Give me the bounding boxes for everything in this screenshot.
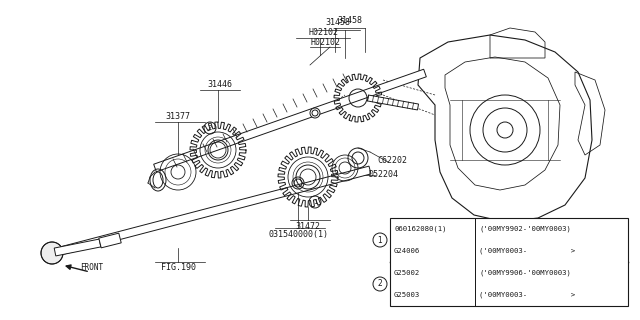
Polygon shape — [44, 166, 371, 259]
Text: 31472: 31472 — [296, 221, 321, 230]
Text: FRONT: FRONT — [81, 263, 104, 273]
Text: 31458: 31458 — [337, 15, 362, 25]
Text: H02102: H02102 — [308, 28, 338, 36]
Text: G24006: G24006 — [394, 248, 420, 254]
Circle shape — [373, 277, 387, 291]
Text: 2: 2 — [378, 279, 382, 289]
Text: 31446: 31446 — [207, 79, 232, 89]
Text: 1: 1 — [313, 199, 317, 205]
Text: FIG.190: FIG.190 — [161, 262, 195, 271]
Text: D52204: D52204 — [368, 170, 398, 179]
Text: 060162080(1): 060162080(1) — [394, 226, 447, 232]
Circle shape — [41, 242, 63, 264]
Text: 2: 2 — [208, 125, 212, 131]
Circle shape — [310, 108, 320, 118]
Text: 31458: 31458 — [326, 18, 351, 27]
Circle shape — [373, 233, 387, 247]
Text: ('00MY0003-          >: ('00MY0003- > — [479, 248, 575, 254]
Polygon shape — [54, 239, 100, 256]
Text: G25002: G25002 — [394, 270, 420, 276]
Text: C62202: C62202 — [377, 156, 407, 164]
Text: ('00MY9902-'00MY0003): ('00MY9902-'00MY0003) — [479, 226, 571, 232]
Text: G25003: G25003 — [394, 292, 420, 298]
Text: 1: 1 — [378, 236, 382, 244]
Polygon shape — [367, 95, 419, 110]
Polygon shape — [154, 69, 426, 172]
Polygon shape — [99, 233, 121, 248]
Text: A160001074: A160001074 — [579, 299, 625, 308]
FancyBboxPatch shape — [390, 218, 628, 306]
Text: H02102: H02102 — [310, 37, 340, 46]
Circle shape — [312, 110, 318, 116]
Text: 031540000(1): 031540000(1) — [268, 229, 328, 238]
Text: ('00MY0003-          >: ('00MY0003- > — [479, 292, 575, 298]
Text: 31377: 31377 — [166, 111, 191, 121]
Text: ('00MY9906-'00MY0003): ('00MY9906-'00MY0003) — [479, 270, 571, 276]
